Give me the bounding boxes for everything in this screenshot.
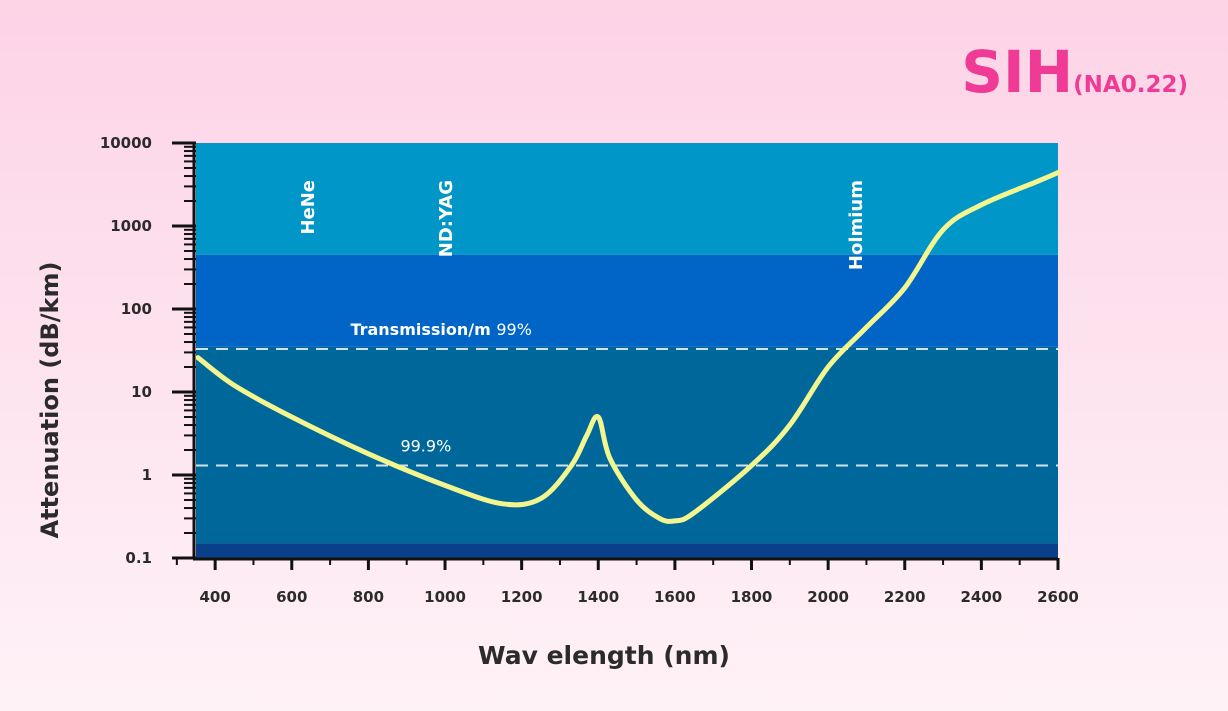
x-tick-label-600: 600 [276,588,307,606]
transmission-label-0: Transmission/m 99% [350,320,531,339]
x-tick-label-1000: 1000 [424,588,466,606]
x-tick-label-2200: 2200 [884,588,926,606]
title-main: SIH [961,38,1073,106]
x-tick-label-2600: 2600 [1037,588,1079,606]
band-3 [196,543,1058,558]
y-axis: 10000 1000 100 10 1 0.1 [100,134,196,567]
y-tick-label-1000: 1000 [110,217,152,235]
x-tick-label-800: 800 [353,588,384,606]
x-tick-label-400: 400 [199,588,230,606]
y-axis-label: Attenuation (dB/km) [36,262,64,539]
laser-labels: HeNe ND:YAG Holmium [298,180,867,270]
band-2 [196,346,1058,544]
band-0 [196,143,1058,255]
y-tick-label-1: 1 [142,466,152,484]
x-axis-label: Wav elength (nm) [478,641,730,670]
chart-title: SIH(NA0.22) [961,38,1188,106]
laser-label-holmium: Holmium [846,180,867,270]
laser-label-ndyag: ND:YAG [436,180,457,257]
attenuation-curve [195,170,1061,524]
band-1 [196,254,1058,347]
attenuation-bands [196,143,1058,558]
transmission-lines: Transmission/m 99% 99.9% [196,320,1058,467]
laser-label-hene: HeNe [298,180,319,235]
x-tick-label-1600: 1600 [654,588,696,606]
x-tick-label-2400: 2400 [961,588,1003,606]
x-tick-label-1400: 1400 [577,588,619,606]
y-tick-label-100: 100 [121,300,152,318]
x-axis: 400 600 800 1000 1200 1400 1600 1800 2000 2200 240… [175,557,1079,606]
title-sub: (NA0.22) [1073,72,1188,98]
transmission-label-1: 99.9% [400,437,451,456]
y-tick-label-0.1: 0.1 [125,549,152,567]
x-tick-label-1200: 1200 [501,588,543,606]
x-tick-label-2000: 2000 [807,588,849,606]
y-tick-label-10: 10 [131,383,152,401]
x-tick-label-1800: 1800 [731,588,773,606]
y-tick-label-10000: 10000 [100,134,152,152]
